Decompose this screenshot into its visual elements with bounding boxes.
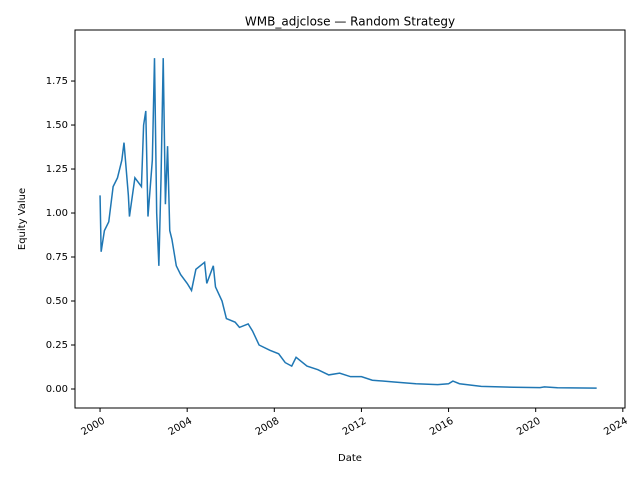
x-tick-label: 2004 [167, 416, 195, 438]
y-axis-label: Equity Value [17, 188, 28, 250]
y-tick-label: 0.00 [46, 384, 68, 395]
y-tick-label: 1.75 [46, 76, 68, 87]
y-tick-label: 0.50 [46, 296, 68, 307]
plot-frame [74, 29, 626, 409]
equity-line [99, 58, 597, 389]
chart-title: WMB_adjclose — Random Strategy [245, 15, 455, 29]
x-tick-label: 2000 [80, 416, 108, 438]
x-tick-label: 2020 [515, 416, 543, 438]
x-tick-label: 2016 [428, 416, 456, 438]
y-tick-label: 1.50 [46, 120, 68, 131]
y-tick-label: 1.00 [46, 208, 68, 219]
y-tick-label: 0.25 [46, 340, 68, 351]
x-axis-label: Date [338, 453, 362, 464]
y-tick-label: 0.75 [46, 252, 68, 263]
y-tick-label: 1.25 [46, 164, 68, 175]
x-tick-label: 2008 [254, 416, 282, 438]
x-tick-label: 2024 [602, 416, 630, 438]
x-tick-label: 2012 [341, 416, 369, 438]
